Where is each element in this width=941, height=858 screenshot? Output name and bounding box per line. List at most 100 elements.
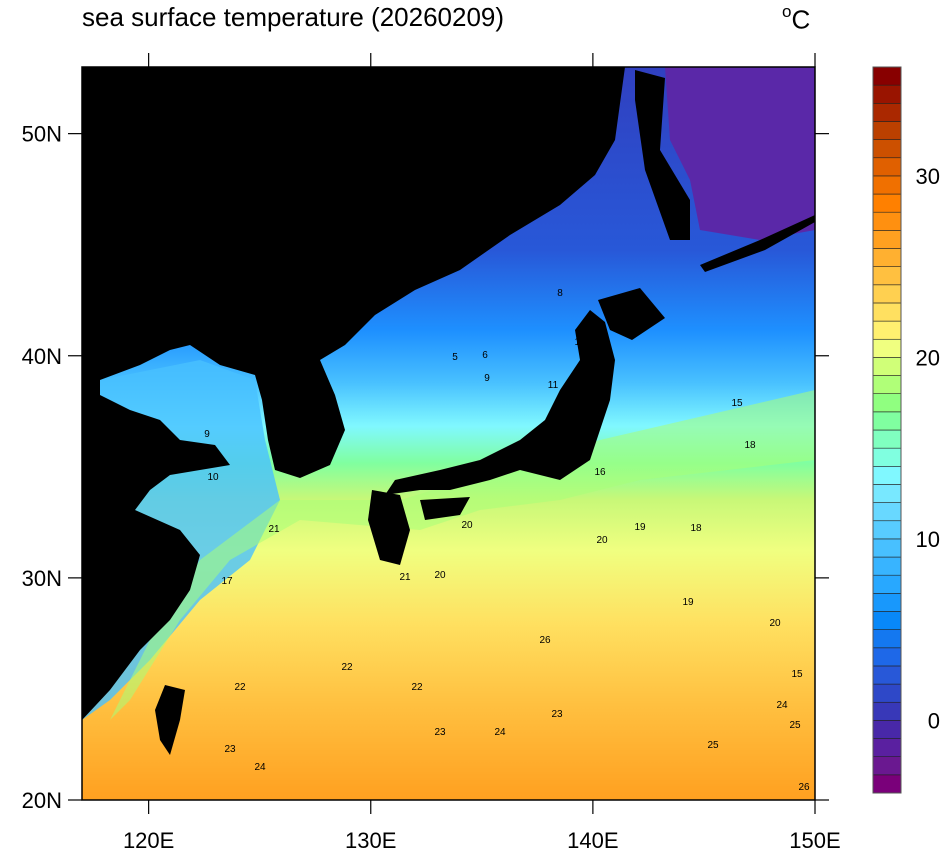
land [82,67,815,755]
shikoku [420,497,470,520]
colorbar-frame [872,66,902,794]
colorbar-box [872,629,902,649]
kuroshio-warm-tongue [110,390,815,720]
colorbar-box [872,302,902,322]
colorbar-box [872,66,902,86]
colorbar-box [872,465,902,485]
contour-label: 10 [574,337,586,348]
sakhalin [635,70,690,240]
colorbar-box [872,375,902,394]
colorbar-box [872,84,902,104]
contour-label: 26 [539,635,551,646]
colorbar-tick-label: 10 [916,527,940,552]
colorbar-box [872,357,902,376]
kyushu [368,490,410,565]
contour-label: 20 [769,618,781,629]
colorbar-box [872,756,902,776]
colorbar-box [872,647,902,667]
contour-label: 17 [221,576,233,587]
sea-of-okhotsk [660,67,815,240]
unit-letter: C [791,4,811,35]
y-tick-label: 50N [22,122,62,147]
contour-label: 24 [254,762,266,773]
contour-label: 26 [798,782,810,793]
colorbar-box [872,447,902,467]
colorbar-box [872,193,902,213]
contour-label: 25 [707,740,719,751]
colorbar-box [872,338,902,358]
x-tick-label: 150E [789,828,840,853]
contour-label: 15 [791,669,803,680]
colorbar-box [872,574,902,594]
colorbar-box [872,720,902,739]
contour-label: 20 [461,520,473,531]
colorbar-box [872,139,902,159]
contour-label: 15 [731,398,743,409]
colorbar-box [872,157,902,177]
x-tick-label: 120E [123,828,174,853]
y-tick-label: 30N [22,566,62,591]
colorbar-box [872,393,902,413]
contour-label: 21 [399,572,411,583]
map-axes: 120E 130E 140E 150E 20N 30N 40N 50N [22,53,841,853]
contour-label: 20 [596,535,608,546]
contour-label: 19 [682,597,694,608]
contour-label: 23 [551,709,563,720]
contour-label: 6 [482,350,488,361]
honshu [385,310,615,495]
contour-label: 21 [268,524,280,535]
asian-mainland [82,67,625,720]
x-tick-label: 130E [345,828,396,853]
contour-label: 18 [744,440,756,451]
colorbar-box [872,248,902,267]
map-frame [81,66,816,801]
contour-label: 9 [484,373,490,384]
map-area: 5 6 9 10 11 8 9 10 15 18 19 16 20 20 20 19 18 20 21 22 22 23 2… [82,67,815,800]
colorbar-box [872,502,902,522]
colorbar-box [872,683,902,703]
colorbar-box [872,701,902,721]
contour-label: 24 [776,700,788,711]
colorbar-box [872,121,902,140]
contour-label: 22 [234,682,246,693]
contour-label: 20 [434,570,446,581]
contour-label: 8 [557,288,563,299]
contour-label: 9 [204,429,210,440]
colorbar-box [872,484,902,503]
hokkaido [598,288,665,340]
contour-label: 25 [789,720,801,731]
degree-symbol: o [782,2,792,21]
colorbar-box [872,411,902,431]
colorbar-box [872,520,902,540]
colorbar-box [872,266,902,286]
contour-label: 10 [207,472,219,483]
colorbar-box [872,556,902,576]
contour-label: 16 [594,467,606,478]
colorbar-box [872,284,902,304]
contour-label: 23 [434,727,446,738]
colorbar-box [872,103,902,122]
colorbar: 0 10 20 30 [872,66,940,794]
contour-label: 5 [452,352,458,363]
colorbar-box [872,665,902,685]
y-tick-label: 20N [22,788,62,813]
contour-labels: 5 6 9 10 11 8 9 10 15 18 19 16 20 20 20 19 18 20 21 22 22 23 2… [204,288,810,793]
contour-label: 19 [634,522,646,533]
contour-label: 24 [494,727,506,738]
x-tick-label: 140E [567,828,618,853]
contour-label: 22 [411,682,423,693]
colorbar-box [872,320,902,340]
figure-title: sea surface temperature (20260209) [82,2,505,32]
colorbar-tick-label: 0 [928,708,940,733]
contour-label: 18 [690,523,702,534]
colorbar-box [872,230,902,249]
colorbar-box [872,593,902,612]
colorbar-box [872,175,902,195]
unit-label: oC [782,2,811,36]
colorbar-box [872,429,902,449]
contour-label: 23 [224,744,236,755]
colorbar-box [872,211,902,231]
colorbar-box [872,611,902,630]
